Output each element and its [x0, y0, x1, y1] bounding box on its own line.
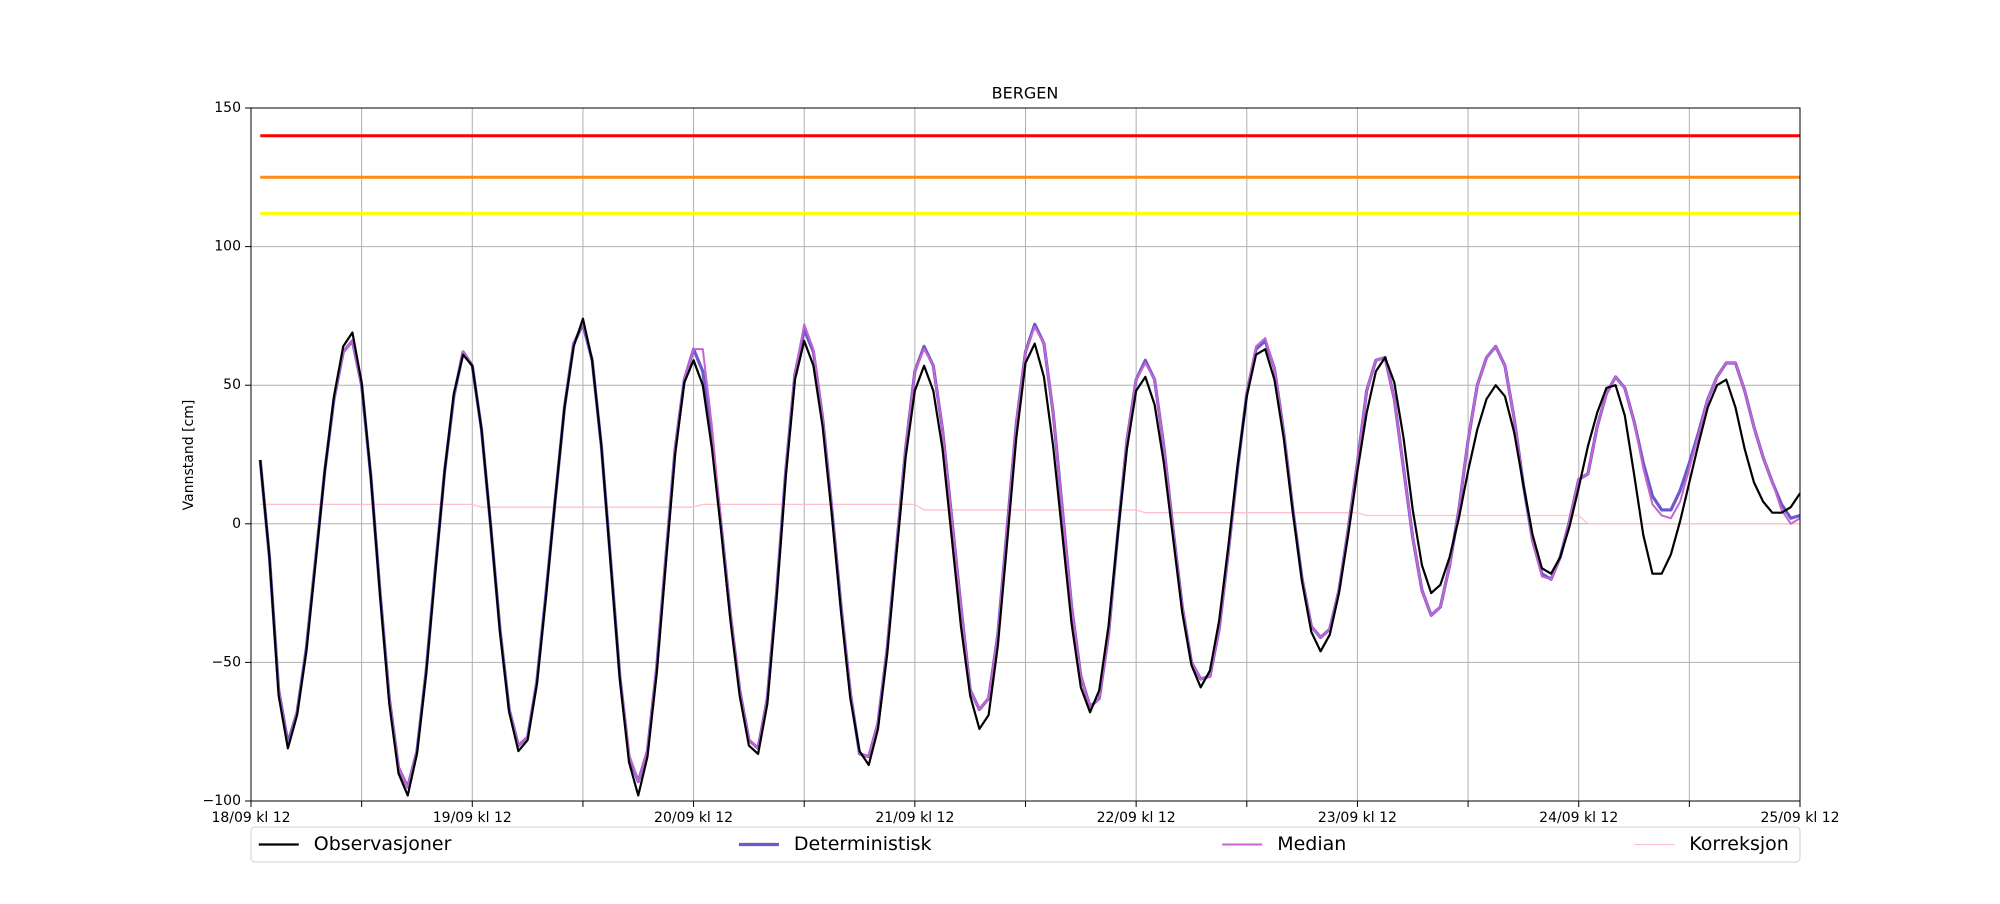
series-line — [260, 503, 1800, 525]
y-tick-label: −100 — [203, 793, 241, 809]
legend-box — [250, 826, 1801, 863]
x-tick-label: 24/09 kl 12 — [1539, 810, 1618, 826]
y-tick-label: 50 — [223, 377, 241, 393]
x-tick-label: 19/09 kl 12 — [433, 810, 512, 826]
x-tick-label: 22/09 kl 12 — [1097, 810, 1176, 826]
x-tick-label: 25/09 kl 12 — [1760, 810, 1839, 826]
legend-label: Observasjoner — [314, 833, 452, 855]
x-tick-label: 20/09 kl 12 — [654, 810, 733, 826]
legend-label: Korreksjon — [1689, 833, 1789, 855]
y-tick-label: 150 — [214, 100, 241, 116]
legend-label: Median — [1277, 833, 1346, 855]
chart-title: BERGEN — [992, 84, 1059, 103]
legend-label: Deterministisk — [794, 833, 932, 855]
plot-frame — [250, 107, 1801, 802]
x-tick-label: 23/09 kl 12 — [1318, 810, 1397, 826]
y-tick-label: −50 — [211, 654, 241, 670]
y-axis-label: Vannstand [cm] — [181, 400, 197, 511]
y-tick-label: 100 — [214, 239, 241, 255]
series-line — [259, 317, 1801, 797]
x-tick-label: 18/09 kl 12 — [211, 810, 290, 826]
x-tick-label: 21/09 kl 12 — [875, 810, 954, 826]
legend: Observasjoner Deterministisk Median Korreks… — [250, 826, 1801, 863]
series-line — [259, 320, 1801, 789]
y-tick-label: 0 — [232, 516, 241, 532]
